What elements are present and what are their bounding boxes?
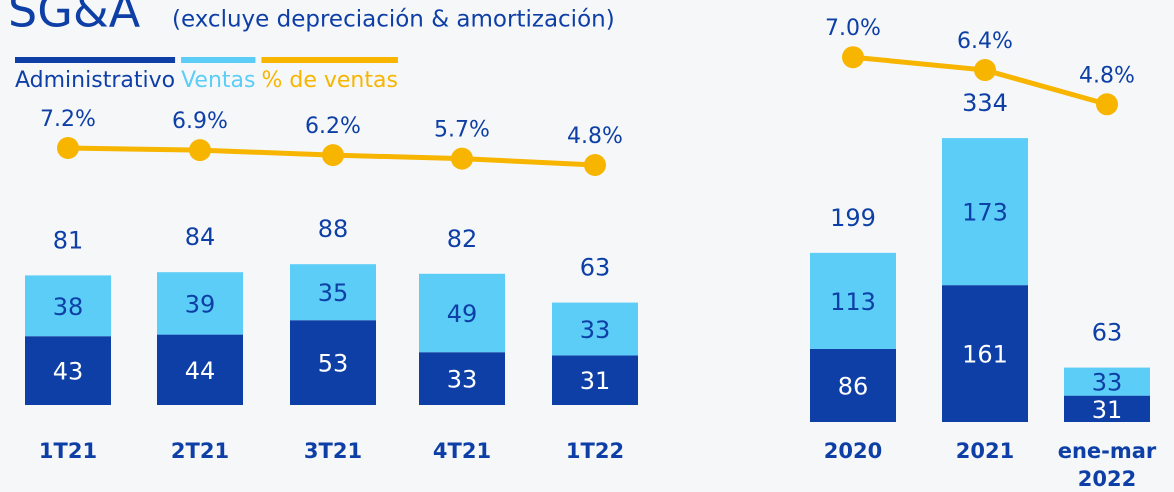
legend-label: Ventas <box>181 68 255 93</box>
bar-segment <box>157 272 243 335</box>
x-tick-label: ene-mar 2022 <box>1058 439 1157 491</box>
legend-label: Administrativo <box>15 68 175 93</box>
x-tick-label: 4T21 <box>433 439 491 463</box>
segment-label: 44 <box>185 357 216 385</box>
x-tick-label: 1T21 <box>39 439 97 463</box>
bar-segment <box>419 273 505 353</box>
pct-label: 6.4% <box>957 29 1013 54</box>
total-label: 81 <box>53 226 84 254</box>
bar-segment <box>1064 395 1150 422</box>
segment-label: 38 <box>53 293 84 321</box>
bar-segment <box>810 348 896 422</box>
segment-label: 49 <box>447 300 478 328</box>
total-label: 199 <box>830 204 876 232</box>
total-label: 334 <box>962 89 1008 117</box>
segment-label: 173 <box>962 199 1008 227</box>
total-label: 63 <box>580 254 611 282</box>
pct-point <box>189 139 211 162</box>
bar-segment <box>1064 367 1150 396</box>
segment-label: 31 <box>1092 396 1123 424</box>
legend-label: % de ventas <box>261 68 397 93</box>
pct-point <box>842 46 864 69</box>
segment-label: 53 <box>318 350 349 378</box>
pct-point <box>451 147 473 170</box>
bar-segment <box>157 334 243 405</box>
x-tick-label: 2021 <box>956 439 1014 463</box>
total-label: 88 <box>318 215 349 243</box>
pct-label: 4.8% <box>1079 63 1135 88</box>
chart-subtitle: (excluye depreciación & amortización) <box>172 7 615 33</box>
segment-label: 33 <box>1092 369 1123 397</box>
bar-segment <box>25 336 111 405</box>
segment-label: 39 <box>185 290 216 318</box>
pct-label: 7.2% <box>40 107 96 132</box>
pct-point <box>57 137 79 160</box>
total-label: 63 <box>1092 319 1123 347</box>
x-tick-label: 2T21 <box>171 439 229 463</box>
segment-label: 113 <box>830 288 876 316</box>
bar-segment <box>25 275 111 337</box>
total-label: 82 <box>447 225 478 253</box>
pct-label: 4.8% <box>567 124 623 149</box>
x-tick-label: 2020 <box>824 439 882 463</box>
segment-label: 86 <box>838 372 869 400</box>
bar-segment <box>942 285 1028 422</box>
segment-label: 35 <box>318 279 349 307</box>
legend-swatch <box>15 57 176 63</box>
x-tick-label: 3T21 <box>304 439 362 463</box>
pct-point <box>322 144 344 167</box>
bar-segment <box>290 264 376 321</box>
bar-segment <box>419 352 505 405</box>
legend-swatch <box>181 57 256 63</box>
segment-label: 31 <box>580 367 611 395</box>
chart-title: SG&A <box>8 0 141 38</box>
legend-swatch <box>261 57 398 63</box>
pct-point <box>584 154 606 177</box>
bar-segment <box>290 320 376 405</box>
x-tick-label: 1T22 <box>566 439 624 463</box>
bar-segment <box>552 302 638 356</box>
segment-label: 43 <box>53 358 84 386</box>
segment-label: 33 <box>580 316 611 344</box>
pct-point <box>974 59 996 82</box>
pct-label: 7.0% <box>825 16 881 41</box>
pct-point <box>1096 93 1118 116</box>
segment-label: 33 <box>447 366 478 394</box>
pct-label: 6.9% <box>172 109 228 134</box>
segment-label: 161 <box>962 341 1008 369</box>
bar-segment <box>552 355 638 405</box>
bar-segment <box>942 138 1028 286</box>
pct-label: 6.2% <box>305 114 361 139</box>
bar-segment <box>810 252 896 349</box>
pct-label: 5.7% <box>434 118 490 143</box>
total-label: 84 <box>185 223 216 251</box>
